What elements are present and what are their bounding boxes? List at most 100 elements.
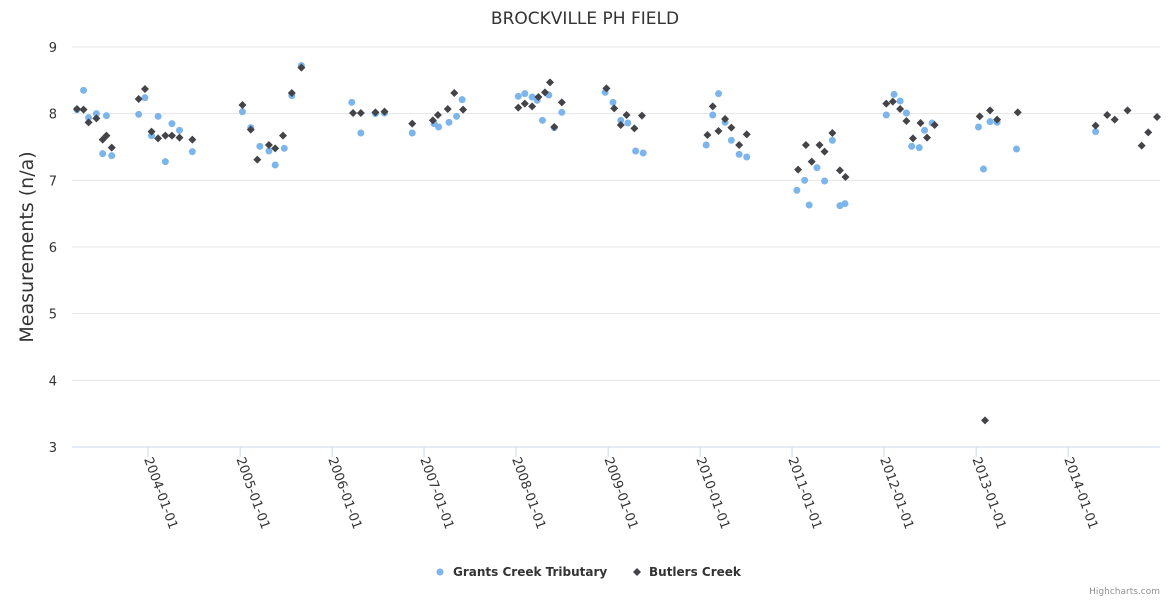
data-point[interactable] bbox=[443, 105, 452, 113]
data-point[interactable] bbox=[154, 134, 163, 143]
data-point[interactable] bbox=[445, 118, 453, 126]
data-point[interactable] bbox=[514, 92, 522, 100]
data-point[interactable] bbox=[279, 131, 288, 140]
data-point[interactable] bbox=[975, 112, 984, 121]
data-point[interactable] bbox=[896, 105, 905, 113]
data-point[interactable] bbox=[1110, 115, 1119, 124]
data-point[interactable] bbox=[1091, 121, 1100, 130]
data-point[interactable] bbox=[380, 107, 389, 116]
data-point[interactable] bbox=[102, 131, 111, 140]
data-point[interactable] bbox=[92, 114, 101, 123]
data-point[interactable] bbox=[408, 129, 416, 137]
data-point[interactable] bbox=[458, 96, 466, 104]
data-point[interactable] bbox=[709, 111, 717, 119]
data-point[interactable] bbox=[801, 141, 810, 149]
data-point[interactable] bbox=[888, 97, 897, 106]
data-point[interactable] bbox=[841, 173, 850, 181]
data-point[interactable] bbox=[993, 115, 1002, 124]
data-point[interactable] bbox=[433, 111, 442, 119]
data-point[interactable] bbox=[1013, 108, 1022, 117]
data-point[interactable] bbox=[703, 131, 712, 139]
data-point[interactable] bbox=[801, 176, 809, 184]
data-point[interactable] bbox=[538, 116, 546, 124]
data-point[interactable] bbox=[546, 78, 555, 87]
data-point[interactable] bbox=[79, 105, 88, 114]
data-point[interactable] bbox=[1092, 128, 1100, 136]
data-point[interactable] bbox=[271, 161, 279, 169]
data-point[interactable] bbox=[715, 90, 723, 98]
data-point[interactable] bbox=[828, 129, 837, 137]
data-point[interactable] bbox=[557, 98, 566, 107]
data-point[interactable] bbox=[84, 118, 93, 127]
data-point[interactable] bbox=[85, 114, 93, 122]
data-point[interactable] bbox=[916, 119, 925, 127]
data-point[interactable] bbox=[828, 136, 836, 144]
data-point[interactable] bbox=[742, 130, 751, 139]
data-point[interactable] bbox=[175, 133, 184, 142]
data-point[interactable] bbox=[632, 147, 640, 155]
data-point[interactable] bbox=[890, 90, 898, 98]
data-point[interactable] bbox=[1144, 128, 1153, 137]
data-point[interactable] bbox=[902, 117, 911, 125]
data-point[interactable] bbox=[154, 112, 162, 120]
data-point[interactable] bbox=[540, 88, 549, 97]
data-point[interactable] bbox=[617, 116, 625, 124]
data-point[interactable] bbox=[609, 98, 617, 106]
data-point[interactable] bbox=[815, 141, 824, 149]
legend-item-grants-creek-tributary[interactable]: Grants Creek Tributary bbox=[436, 565, 608, 579]
data-point[interactable] bbox=[140, 85, 149, 93]
data-point[interactable] bbox=[630, 124, 639, 133]
data-point[interactable] bbox=[175, 126, 183, 134]
data-point[interactable] bbox=[813, 164, 821, 172]
data-point[interactable] bbox=[986, 118, 994, 126]
data-point[interactable] bbox=[708, 102, 717, 111]
data-point[interactable] bbox=[637, 111, 646, 120]
data-point[interactable] bbox=[297, 63, 306, 72]
data-point[interactable] bbox=[981, 416, 990, 425]
data-point[interactable] bbox=[246, 125, 255, 134]
data-point[interactable] bbox=[134, 95, 143, 103]
data-point[interactable] bbox=[265, 147, 273, 155]
data-point[interactable] bbox=[102, 112, 110, 120]
data-point[interactable] bbox=[271, 144, 280, 153]
data-point[interactable] bbox=[188, 148, 196, 156]
data-point[interactable] bbox=[550, 123, 559, 131]
data-point[interactable] bbox=[721, 115, 730, 123]
data-point[interactable] bbox=[602, 84, 611, 93]
data-point[interactable] bbox=[902, 109, 910, 117]
legend-item-butlers-creek[interactable]: Butlers Creek bbox=[633, 565, 742, 579]
data-point[interactable] bbox=[534, 93, 543, 101]
data-point[interactable] bbox=[1153, 113, 1162, 121]
data-point[interactable] bbox=[835, 166, 844, 175]
data-point[interactable] bbox=[622, 111, 631, 119]
data-point[interactable] bbox=[616, 121, 625, 129]
data-point[interactable] bbox=[743, 153, 751, 161]
data-point[interactable] bbox=[558, 108, 566, 116]
data-point[interactable] bbox=[349, 109, 358, 117]
data-point[interactable] bbox=[986, 106, 995, 115]
data-point[interactable] bbox=[161, 158, 169, 166]
data-point[interactable] bbox=[882, 111, 890, 119]
data-point[interactable] bbox=[915, 144, 923, 152]
data-point[interactable] bbox=[287, 89, 296, 97]
data-point[interactable] bbox=[141, 94, 149, 102]
data-point[interactable] bbox=[161, 131, 170, 140]
data-point[interactable] bbox=[371, 108, 380, 117]
data-point[interactable] bbox=[624, 119, 632, 127]
data-point[interactable] bbox=[921, 126, 929, 134]
data-point[interactable] bbox=[357, 129, 365, 137]
data-point[interactable] bbox=[280, 144, 288, 152]
data-point[interactable] bbox=[908, 134, 917, 143]
data-point[interactable] bbox=[1012, 145, 1020, 153]
data-point[interactable] bbox=[528, 93, 536, 101]
data-point[interactable] bbox=[908, 142, 916, 150]
data-point[interactable] bbox=[147, 127, 156, 136]
data-point[interactable] bbox=[253, 155, 262, 164]
data-point[interactable] bbox=[453, 112, 461, 120]
data-point[interactable] bbox=[435, 123, 443, 131]
data-point[interactable] bbox=[735, 150, 743, 158]
data-point[interactable] bbox=[514, 103, 523, 112]
data-point[interactable] bbox=[238, 108, 246, 116]
data-point[interactable] bbox=[238, 101, 247, 109]
data-point[interactable] bbox=[72, 105, 81, 113]
